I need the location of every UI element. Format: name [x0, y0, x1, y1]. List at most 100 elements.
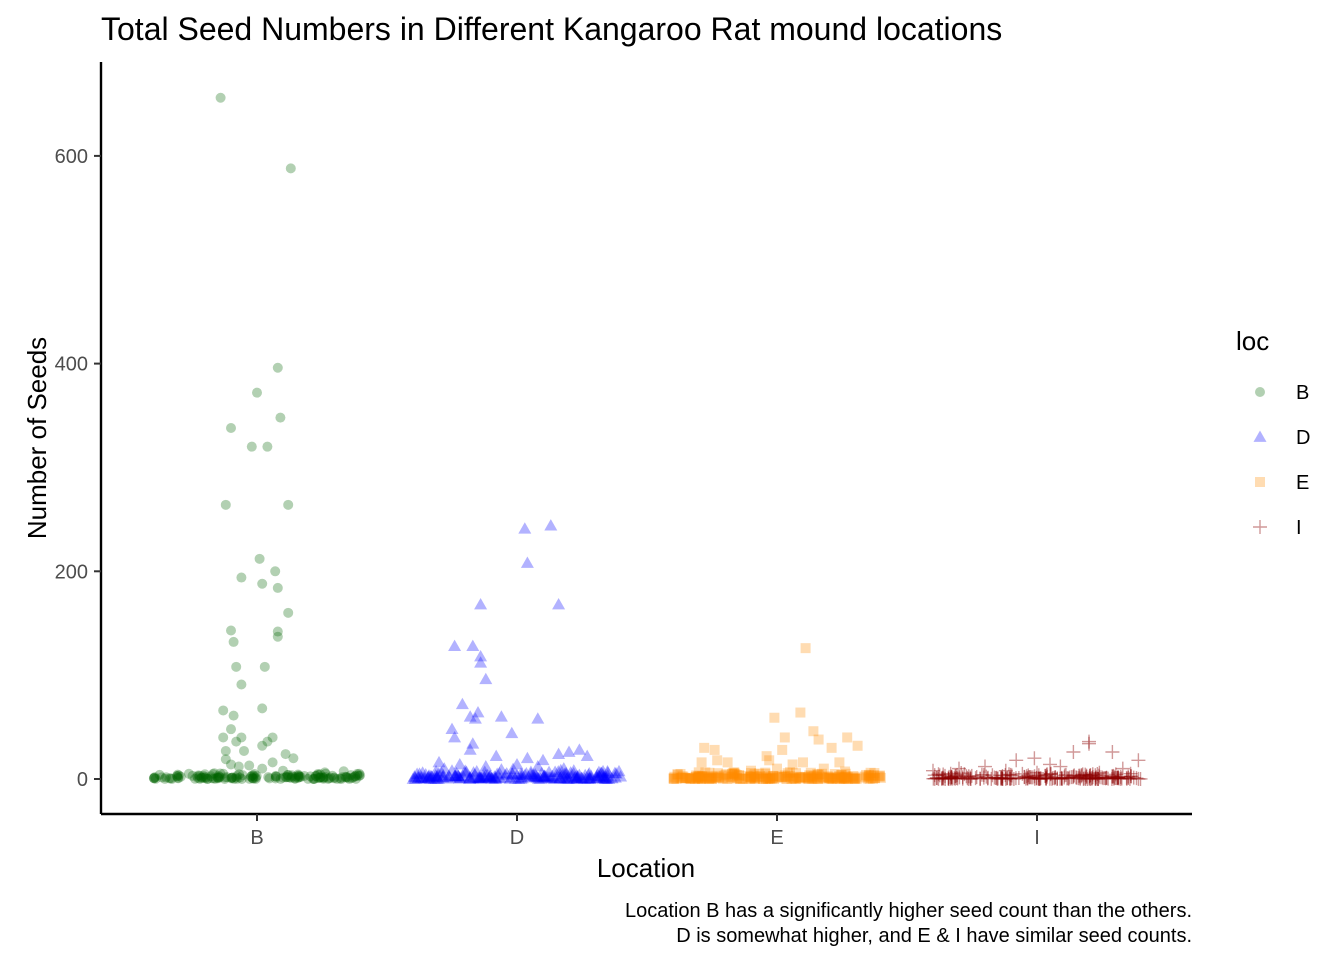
- data-point: [727, 769, 738, 780]
- data-point: [768, 771, 779, 782]
- data-point: [314, 772, 325, 783]
- data-point: [278, 772, 289, 783]
- data-point: [231, 773, 242, 784]
- data-point: [290, 771, 301, 782]
- data-point: [849, 773, 860, 784]
- data-point: [1060, 771, 1075, 786]
- data-point: [709, 744, 720, 755]
- data-point: [212, 772, 223, 783]
- data-point: [1107, 769, 1122, 784]
- data-point: [344, 773, 355, 784]
- data-point: [202, 773, 213, 784]
- data-point: [175, 771, 186, 782]
- data-point: [557, 762, 571, 774]
- data-point: [227, 772, 238, 783]
- data-point: [769, 712, 780, 723]
- data-point: [530, 770, 544, 783]
- data-point: [1045, 771, 1060, 786]
- data-point: [841, 773, 852, 784]
- data-point: [758, 773, 769, 784]
- data-point: [687, 773, 698, 784]
- data-point: [1074, 769, 1089, 784]
- data-point: [1077, 771, 1092, 786]
- data-point: [706, 773, 717, 784]
- data-point: [763, 771, 774, 782]
- data-point: [248, 771, 259, 782]
- data-point: [515, 771, 529, 784]
- data-point: [270, 566, 281, 577]
- data-point: [479, 760, 493, 772]
- data-point: [219, 772, 230, 783]
- data-point: [1105, 769, 1120, 784]
- data-point: [472, 771, 486, 784]
- data-point: [668, 772, 679, 783]
- data-point: [813, 769, 824, 780]
- y-axis-ticks: 0 200 400 600: [55, 146, 101, 791]
- data-point: [941, 771, 956, 786]
- data-point: [998, 763, 1013, 778]
- data-point: [998, 768, 1013, 783]
- data-point: [172, 772, 183, 783]
- data-point: [873, 771, 884, 782]
- data-point: [213, 773, 224, 784]
- data-point: [212, 772, 223, 783]
- data-point: [1123, 766, 1138, 781]
- data-point: [538, 771, 552, 783]
- data-point: [577, 772, 591, 784]
- data-point: [680, 773, 691, 784]
- data-point: [451, 769, 465, 782]
- data-point: [231, 770, 242, 781]
- data-point: [779, 770, 790, 781]
- data-point: [1121, 771, 1136, 786]
- x-tick-label: I: [1034, 827, 1040, 849]
- data-point: [554, 763, 568, 776]
- data-point: [281, 771, 292, 782]
- data-point: [936, 771, 951, 786]
- data-point: [173, 773, 184, 784]
- data-point: [1066, 769, 1081, 784]
- data-point: [159, 773, 170, 784]
- data-point: [668, 773, 679, 784]
- data-point: [976, 768, 991, 783]
- data-point: [1004, 771, 1019, 786]
- data-point: [1011, 770, 1026, 785]
- data-point: [573, 771, 587, 784]
- data-point: [490, 767, 504, 779]
- data-point: [474, 771, 488, 784]
- data-point: [198, 770, 209, 781]
- data-point: [318, 773, 329, 784]
- data-point: [281, 772, 292, 783]
- data-point: [474, 772, 488, 784]
- data-point: [746, 773, 757, 784]
- data-point: [849, 773, 860, 784]
- data-point: [718, 770, 729, 781]
- data-point: [270, 773, 281, 784]
- data-point: [272, 631, 283, 642]
- data-point: [417, 771, 431, 784]
- data-point: [1092, 770, 1107, 785]
- data-point: [988, 771, 1003, 786]
- data-point: [805, 770, 816, 781]
- data-point: [784, 771, 795, 782]
- data-point: [689, 773, 700, 784]
- data-point: [598, 772, 612, 784]
- data-point: [729, 768, 740, 779]
- data-point: [473, 771, 487, 783]
- data-point: [452, 771, 466, 783]
- data-point: [950, 768, 965, 783]
- data-point: [512, 772, 526, 784]
- data-point: [601, 769, 615, 781]
- data-point: [802, 772, 813, 783]
- data-point: [459, 765, 473, 777]
- data-point: [308, 773, 319, 784]
- data-point: [477, 770, 491, 783]
- data-point: [436, 770, 450, 782]
- data-point: [693, 773, 704, 784]
- data-point: [581, 768, 595, 780]
- data-point: [1106, 768, 1121, 783]
- data-point: [995, 771, 1010, 786]
- data-point: [671, 773, 682, 784]
- data-point: [226, 759, 236, 770]
- data-point: [290, 773, 301, 784]
- data-point: [930, 771, 945, 786]
